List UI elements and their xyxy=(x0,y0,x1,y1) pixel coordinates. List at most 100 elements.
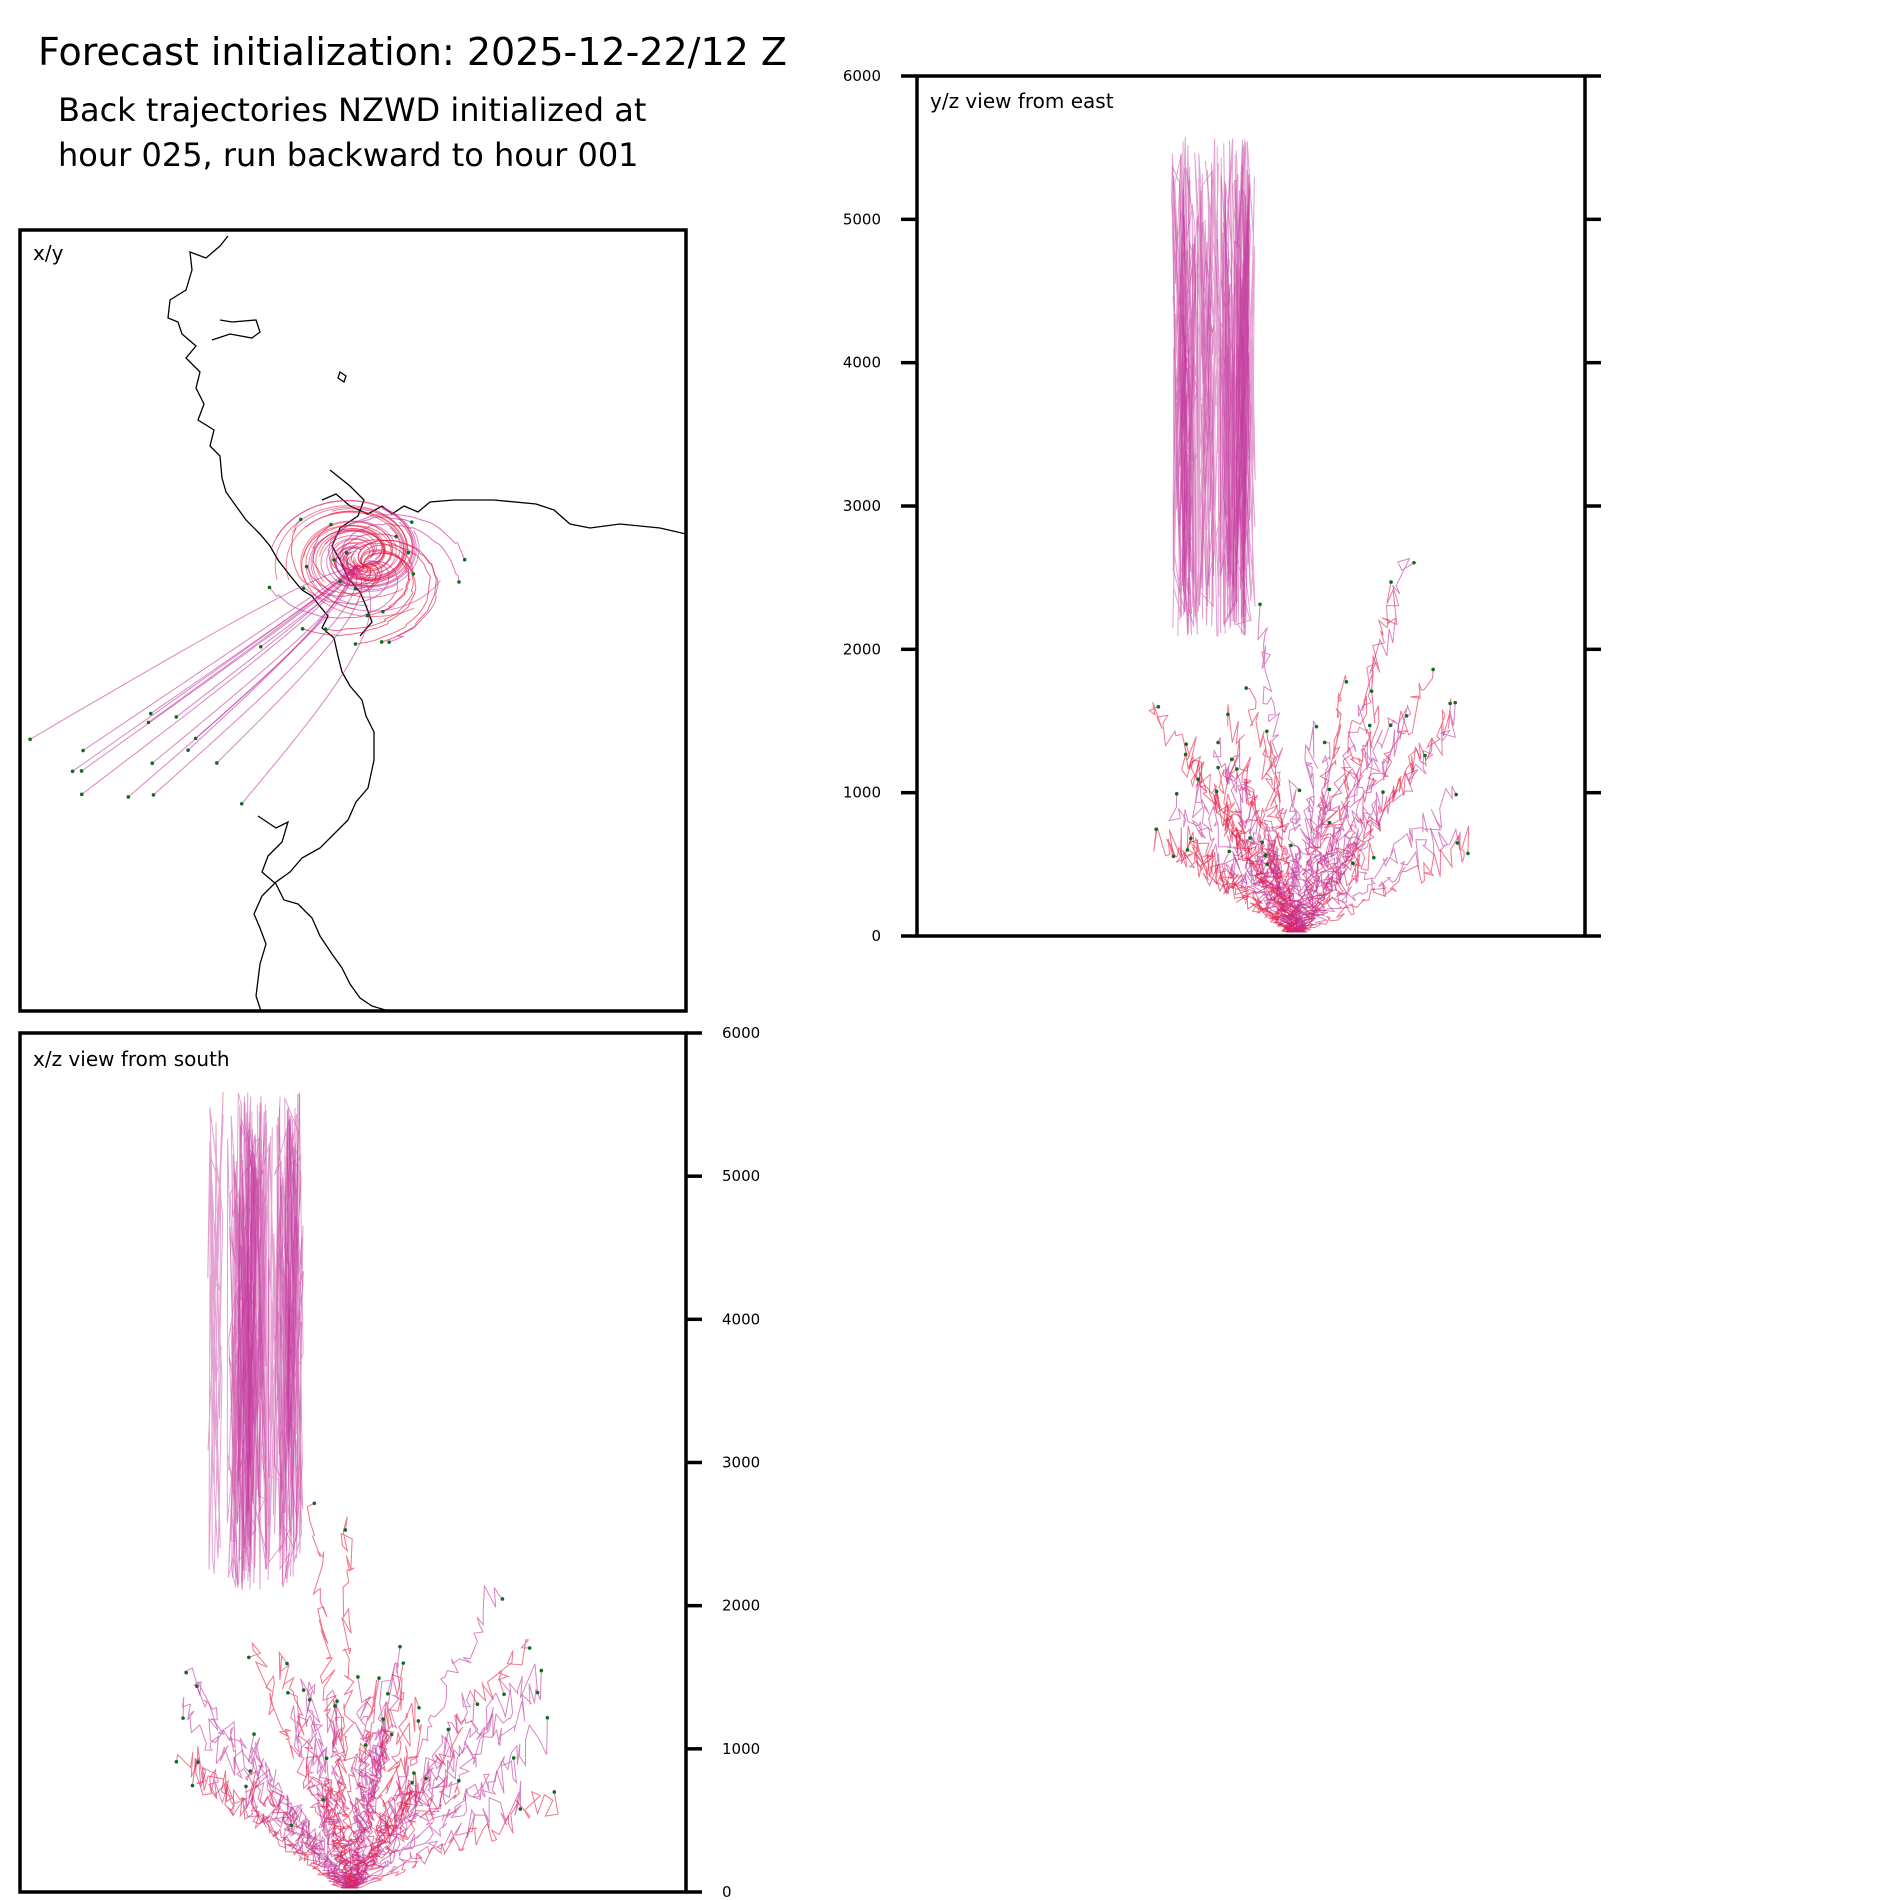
trajectory-start-marker xyxy=(389,1732,394,1737)
trajectory-start-marker xyxy=(381,1717,386,1722)
trajectory-line xyxy=(1295,557,1415,933)
xy-frame xyxy=(18,228,688,1013)
trajectory-start-marker xyxy=(343,1528,348,1532)
trajectory-line xyxy=(1168,827,1297,933)
trajectory-line xyxy=(1294,691,1380,933)
trajectory-start-marker xyxy=(409,520,414,524)
trajectory-start-marker xyxy=(1381,790,1385,794)
trajectory-start-marker xyxy=(1327,820,1332,825)
coastline-north xyxy=(321,493,686,535)
trajectory-line xyxy=(321,1758,356,1889)
trajectory-line xyxy=(196,1686,353,1889)
y-tick-label: 4000 xyxy=(722,1310,760,1328)
trajectory-line xyxy=(29,565,357,740)
trajectory-start-marker xyxy=(1260,840,1264,845)
trajectory-start-marker xyxy=(332,558,336,562)
trajectory-start-marker xyxy=(1244,686,1249,690)
xy-panel-title: x/y xyxy=(33,241,64,265)
trajectory-line xyxy=(228,1154,245,1588)
coastline-south xyxy=(255,995,262,1011)
trajectory-line xyxy=(1236,173,1252,635)
trajectory-start-marker xyxy=(1235,767,1239,771)
trajectory-line xyxy=(290,519,377,597)
yz-panel-title: y/z view from east xyxy=(930,89,1114,113)
trajectory-start-marker xyxy=(545,1715,550,1720)
trajectory-start-marker xyxy=(324,1756,329,1761)
trajectory-start-marker xyxy=(323,627,328,632)
trajectory-start-marker xyxy=(301,586,306,591)
xy-trajectories xyxy=(29,499,466,805)
trajectory-start-marker xyxy=(462,557,467,562)
y-tick-label: 0 xyxy=(871,927,881,945)
trajectory-start-marker xyxy=(456,1778,461,1783)
coastline xyxy=(167,235,375,997)
trajectory-start-marker xyxy=(1454,792,1458,797)
trajectory-start-marker xyxy=(148,711,153,716)
subtitle-line-1: Back trajectories NZWD initialized at xyxy=(58,91,647,129)
trajectory-line xyxy=(328,510,406,580)
trajectory-start-marker xyxy=(379,640,384,644)
trajectory-start-marker xyxy=(285,1661,289,1666)
trajectory-start-marker xyxy=(298,517,303,522)
trajectory-line xyxy=(308,529,441,612)
trajectory-line xyxy=(282,1097,300,1584)
trajectory-start-marker xyxy=(1214,789,1219,794)
trajectory-start-marker xyxy=(79,769,84,773)
trajectory-start-marker xyxy=(406,550,411,555)
trajectory-start-marker xyxy=(81,748,85,753)
trajectory-start-marker xyxy=(1389,580,1393,584)
trajectory-start-marker xyxy=(394,534,398,539)
trajectory-start-marker xyxy=(353,586,358,591)
trajectory-line xyxy=(305,510,405,579)
trajectory-start-marker xyxy=(126,795,131,799)
yz-yaxis: 0 1000 2000 3000 4000 5000 6000 xyxy=(843,67,1601,945)
trajectory-start-marker xyxy=(1258,602,1262,607)
xz-yaxis: 0 1000 2000 3000 4000 5000 6000 xyxy=(686,1024,760,1900)
xz-trajectories xyxy=(175,1091,559,1889)
trajectory-start-marker xyxy=(286,1690,290,1695)
trajectory-line xyxy=(72,565,357,772)
trajectory-line xyxy=(343,1719,391,1889)
trajectory-line xyxy=(279,1107,296,1588)
trajectory-line xyxy=(1170,141,1188,620)
trajectory-line xyxy=(187,565,357,751)
trajectory-start-marker xyxy=(365,613,370,618)
trajectory-line xyxy=(1171,136,1188,636)
xz-markers xyxy=(174,1501,557,1828)
trajectory-line xyxy=(1293,675,1347,933)
trajectory-start-marker xyxy=(539,1668,544,1673)
trajectory-start-marker xyxy=(258,644,263,649)
trajectory-start-marker xyxy=(1196,777,1200,782)
trajectory-start-marker xyxy=(387,640,391,644)
trajectory-line xyxy=(1194,152,1211,626)
trajectory-start-marker xyxy=(151,793,156,797)
y-tick-label: 3000 xyxy=(843,497,881,515)
trajectory-start-marker xyxy=(1404,714,1409,718)
trajectory-line xyxy=(1290,825,1470,933)
y-tick-label: 6000 xyxy=(722,1024,760,1042)
y-tick-label: 1000 xyxy=(722,1740,760,1758)
trajectory-start-marker xyxy=(195,1684,199,1689)
figure-subtitle: Back trajectories NZWD initialized at ho… xyxy=(58,88,646,178)
trajectory-start-marker xyxy=(1431,667,1435,672)
trajectory-line xyxy=(1219,140,1237,634)
trajectory-start-marker xyxy=(1455,841,1460,845)
trajectory-start-marker xyxy=(1327,787,1332,792)
subtitle-line-2: hour 025, run backward to hour 001 xyxy=(58,136,639,174)
island xyxy=(337,370,347,384)
y-tick-label: 5000 xyxy=(843,210,881,228)
trajectory-start-marker xyxy=(527,1646,532,1650)
xz-panel: 0 1000 2000 3000 4000 5000 6000 x/z view from … xyxy=(18,1024,760,1900)
trajectory-line xyxy=(1234,139,1251,636)
trajectory-start-marker xyxy=(356,1675,360,1679)
trajectory-start-marker xyxy=(1314,724,1319,729)
trajectory-start-marker xyxy=(1216,740,1220,745)
trajectory-line xyxy=(1231,138,1247,637)
trajectory-start-marker xyxy=(1344,680,1349,684)
trajectory-start-marker xyxy=(28,737,32,742)
trajectory-line xyxy=(153,565,358,796)
trajectory-line xyxy=(274,505,407,580)
trajectory-line xyxy=(1246,687,1302,933)
trajectory-line xyxy=(267,1107,284,1581)
trajectory-start-marker xyxy=(70,769,75,774)
